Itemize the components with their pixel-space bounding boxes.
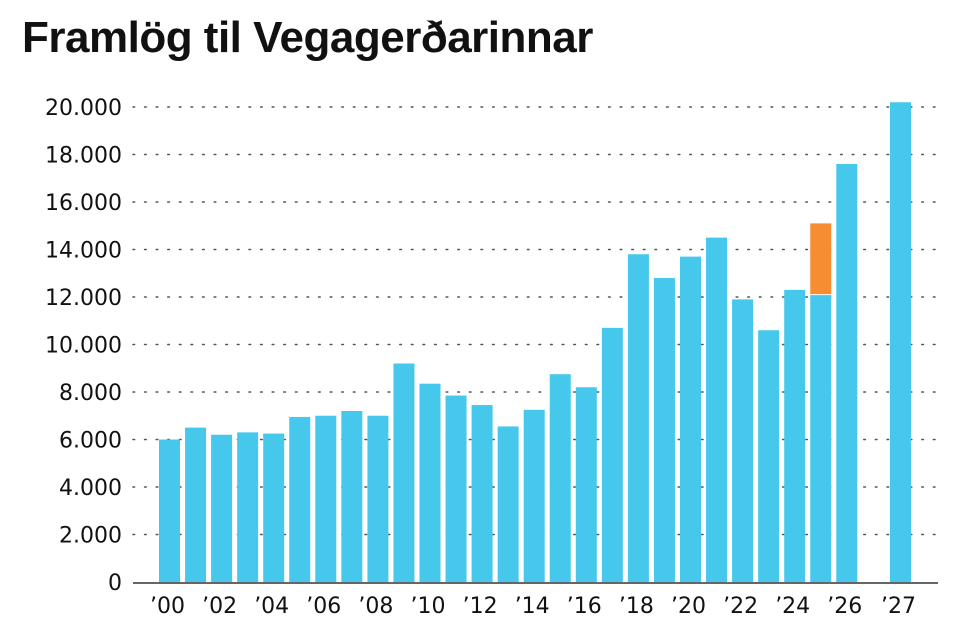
bar-2002 bbox=[211, 434, 233, 582]
bar-2021 bbox=[706, 237, 728, 582]
bar-2026 bbox=[836, 164, 858, 582]
x-tick-label: ’22 bbox=[723, 594, 758, 619]
bar-2025 bbox=[810, 294, 832, 582]
bar-2004 bbox=[263, 433, 285, 582]
bar-2020 bbox=[680, 256, 701, 582]
x-tick-label: ’08 bbox=[358, 594, 393, 619]
x-tick-label: ’14 bbox=[515, 594, 550, 619]
x-tick-label: ’27 bbox=[881, 594, 916, 619]
bar-2022 bbox=[732, 299, 754, 582]
bar-2008 bbox=[367, 415, 389, 582]
y-tick-label: 0 bbox=[108, 571, 122, 596]
chart-title: Framlög til Vegagerðarinnar bbox=[22, 13, 593, 62]
bar-2016 bbox=[575, 387, 597, 582]
y-tick-label: 14.000 bbox=[45, 239, 122, 264]
bar-2023 bbox=[758, 330, 780, 582]
bar-2025-addition bbox=[810, 223, 832, 295]
y-tick-label: 4.000 bbox=[59, 476, 122, 501]
bar-2017 bbox=[601, 327, 623, 582]
x-tick-label: ’26 bbox=[827, 594, 862, 619]
bar-2011 bbox=[445, 395, 467, 582]
x-tick-label: ’02 bbox=[202, 594, 237, 619]
bar-2010 bbox=[419, 383, 441, 582]
y-tick-label: 16.000 bbox=[45, 191, 122, 216]
x-tick-label: ’18 bbox=[619, 594, 654, 619]
bar-2003 bbox=[237, 432, 259, 582]
y-tick-label: 10.000 bbox=[45, 334, 122, 359]
bar-2013 bbox=[497, 426, 519, 582]
y-tick-label: 12.000 bbox=[45, 286, 122, 311]
bar-2012 bbox=[471, 405, 493, 582]
y-tick-label: 18.000 bbox=[45, 144, 122, 169]
y-tick-label: 6.000 bbox=[59, 429, 122, 454]
bar-2000 bbox=[159, 439, 180, 582]
bar-2027 bbox=[890, 102, 911, 582]
bar-2015 bbox=[549, 374, 571, 582]
bar-2024 bbox=[784, 289, 806, 582]
y-tick-label: 8.000 bbox=[59, 381, 122, 406]
x-tick-label: ’04 bbox=[254, 594, 289, 619]
bars bbox=[133, 102, 938, 584]
bar-2005 bbox=[289, 416, 311, 582]
x-axis: ’00 ’02 ’04 ’06 ’08 ’10 ’12 ’14 ’16 ’18 ’20 ’22 ’24 ’… bbox=[150, 594, 916, 619]
x-tick-label: ’12 bbox=[463, 594, 498, 619]
bar-2006 bbox=[315, 415, 337, 582]
bar-2007 bbox=[341, 411, 363, 582]
x-tick-label: ’24 bbox=[775, 594, 810, 619]
x-tick-label: ’00 bbox=[150, 594, 185, 619]
x-tick-label: ’20 bbox=[671, 594, 706, 619]
bar-2001 bbox=[185, 427, 207, 582]
bar-2014 bbox=[523, 409, 545, 582]
y-tick-label: 20.000 bbox=[45, 96, 122, 121]
bar-2009 bbox=[393, 363, 415, 582]
y-tick-label: 2.000 bbox=[59, 524, 122, 549]
x-tick-label: ’06 bbox=[306, 594, 341, 619]
bar-2019 bbox=[653, 278, 675, 582]
x-tick-label: ’10 bbox=[411, 594, 446, 619]
bar-2018 bbox=[627, 254, 649, 582]
x-tick-label: ’16 bbox=[567, 594, 602, 619]
y-axis: 0 2.000 4.000 6.000 8.000 10.000 12.000 14.000 1… bbox=[45, 96, 122, 596]
